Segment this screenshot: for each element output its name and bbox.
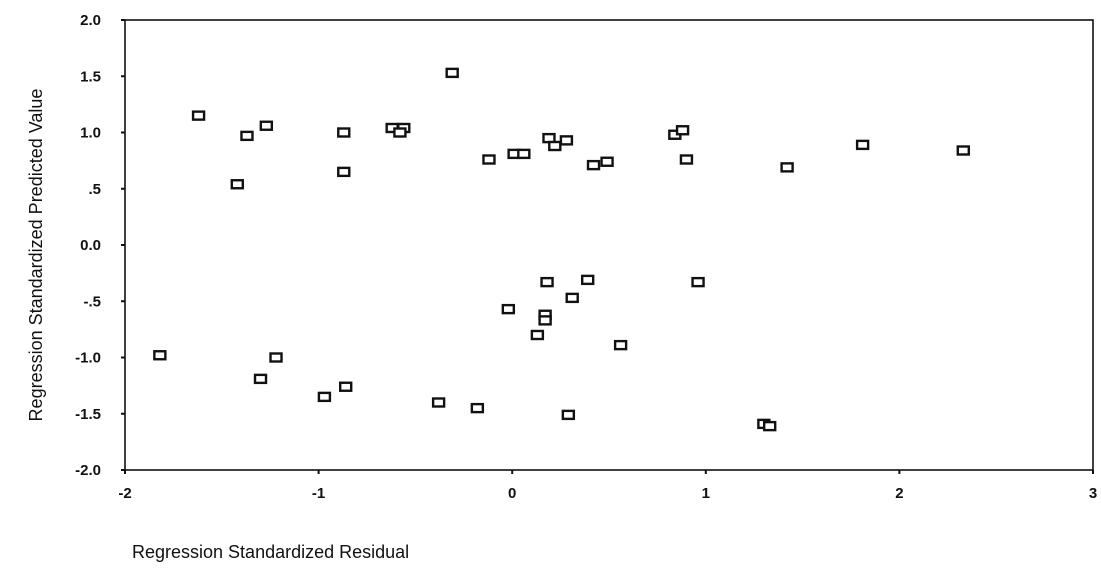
- data-point: [517, 148, 531, 160]
- x-tick-labels: -2 -1 0 1 2 3: [118, 485, 1097, 502]
- plot-frame: [124, 19, 1094, 471]
- x-tick-label: 1: [702, 485, 710, 502]
- data-point: [613, 339, 628, 351]
- y-tick-labels: 2.0 1.5 1.0 .5 0.0 -.5 -1.0 -1.5 -2.0: [75, 12, 101, 479]
- y-tick-label: 0.0: [80, 237, 101, 254]
- y-tick-label: -.5: [83, 293, 101, 310]
- y-tick-label: 1.0: [80, 125, 101, 142]
- data-point: [240, 130, 254, 142]
- data-point: [540, 276, 554, 288]
- data-point: [548, 140, 562, 152]
- data-point: [691, 276, 705, 288]
- data-point: [339, 381, 353, 392]
- data-point: [393, 127, 407, 138]
- x-tick-label: -2: [118, 485, 131, 502]
- data-point: [259, 120, 274, 131]
- data-point: [586, 159, 601, 171]
- data-point: [337, 127, 351, 138]
- x-tick-label: 3: [1089, 485, 1097, 502]
- y-tick-label: -1.5: [75, 406, 101, 423]
- data-point: [600, 156, 614, 167]
- data-point: [445, 67, 459, 79]
- data-point: [565, 292, 579, 304]
- y-tick-label: -1.0: [75, 350, 101, 367]
- y-axis-title: Regression Standardized Predicted Value: [26, 89, 46, 422]
- data-point: [780, 162, 794, 173]
- data-point: [191, 110, 206, 121]
- data-point: [482, 154, 496, 165]
- data-point: [538, 315, 552, 326]
- y-tick-label: .5: [88, 181, 101, 198]
- data-point: [501, 303, 516, 315]
- data-point: [679, 154, 694, 165]
- data-point: [269, 352, 283, 363]
- data-point: [530, 329, 545, 341]
- x-axis-title: Regression Standardized Residual: [132, 542, 409, 562]
- x-tick-label: 0: [508, 485, 516, 502]
- data-point: [317, 391, 332, 403]
- data-point: [956, 145, 970, 156]
- data-points: [153, 67, 970, 432]
- data-point: [153, 350, 167, 361]
- data-point: [253, 373, 268, 385]
- data-point: [337, 166, 351, 178]
- y-tick-label: -2.0: [75, 462, 101, 479]
- data-point: [675, 125, 690, 136]
- data-point: [559, 135, 574, 146]
- x-tick-label: 2: [895, 485, 903, 502]
- data-point: [561, 409, 576, 421]
- data-point: [855, 139, 870, 151]
- data-point: [230, 179, 244, 190]
- x-tick-label: -1: [312, 485, 325, 502]
- data-point: [470, 402, 485, 414]
- y-tick-label: 1.5: [80, 68, 101, 85]
- data-point: [431, 397, 446, 408]
- data-point: [762, 420, 777, 432]
- y-tick-label: 2.0: [80, 12, 101, 29]
- data-point: [581, 274, 595, 286]
- axis-ticks: [121, 19, 1094, 474]
